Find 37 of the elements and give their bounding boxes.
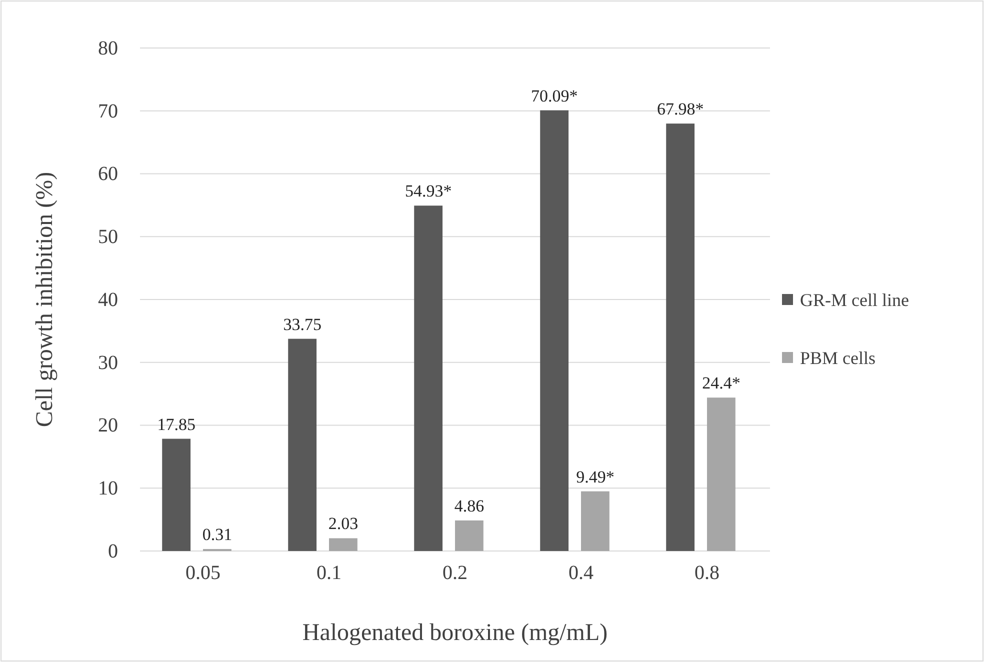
y-tick-label: 80	[98, 37, 118, 60]
y-tick-label: 50	[98, 226, 118, 248]
bar	[329, 538, 358, 551]
bar	[414, 206, 443, 551]
x-tick-label: 0.1	[316, 562, 342, 584]
x-tick-label: 0.2	[442, 562, 468, 584]
data-label: 67.98*	[656, 100, 704, 119]
data-label: 17.85	[157, 414, 196, 434]
legend-label: GR-M cell line	[800, 290, 909, 310]
bar	[540, 110, 569, 551]
y-tick-label: 10	[98, 478, 118, 500]
y-axis-title: Cell growth inhibition (%)	[32, 172, 58, 428]
bar	[162, 438, 191, 551]
data-label: 24.4*	[702, 374, 740, 393]
legend-label: PBM cells	[800, 348, 876, 368]
data-label: 9.49*	[576, 467, 614, 486]
y-tick-label: 60	[98, 163, 118, 186]
x-axis-title: Halogenated boroxine (mg/mL)	[302, 620, 608, 646]
x-tick-label: 0.4	[568, 562, 594, 584]
data-label: 2.03	[328, 514, 358, 534]
y-tick-label: 0	[108, 540, 118, 562]
y-tick-label: 30	[98, 352, 118, 374]
data-label: 54.93*	[404, 182, 452, 201]
data-label: 33.75	[283, 314, 322, 334]
bar	[288, 338, 317, 551]
bar	[581, 491, 610, 551]
y-tick-label: 20	[98, 414, 118, 437]
y-tick-label: 40	[98, 288, 118, 311]
bar	[455, 520, 484, 551]
data-label: 0.31	[202, 525, 232, 544]
bar	[666, 124, 695, 551]
x-tick-label: 0.8	[694, 562, 720, 584]
data-label: 4.86	[454, 496, 484, 516]
bar	[707, 398, 736, 551]
x-tick-label: 0.05	[186, 562, 220, 584]
data-label: 70.09*	[530, 86, 578, 106]
y-tick-label: 70	[98, 100, 118, 122]
